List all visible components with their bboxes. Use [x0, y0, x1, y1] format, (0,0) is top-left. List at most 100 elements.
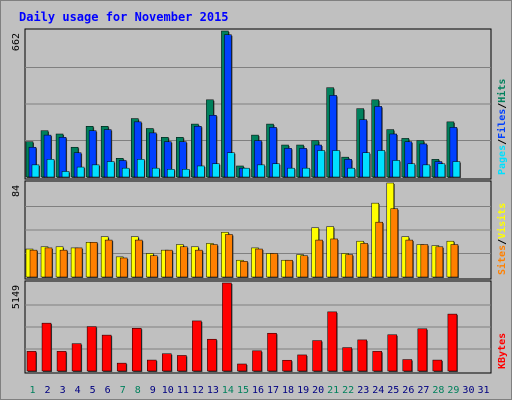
bar-pages-day-13: [212, 163, 220, 178]
bar-files-day-3: [58, 137, 67, 178]
x-tick-label-11: 11: [177, 385, 189, 396]
x-tick-label-2: 2: [45, 385, 51, 396]
bar-kbytes-day-29: [447, 313, 458, 372]
bar-sites-day-26: [405, 239, 414, 278]
bar-kbytes-day-10: [162, 353, 172, 372]
bar-sites-day-10: [165, 249, 173, 278]
x-tick-label-24: 24: [372, 385, 384, 396]
legend-entry-sites: Sites: [496, 245, 508, 275]
bar-pages-day-16: [257, 164, 265, 178]
x-tick-label-21: 21: [327, 385, 339, 396]
bar-pages-day-17: [272, 163, 280, 178]
bar-kbytes-day-19: [297, 354, 307, 372]
x-tick-label-14: 14: [222, 385, 234, 396]
bar-kbytes-day-6: [101, 334, 112, 372]
bar-sites-day-3: [59, 249, 68, 278]
bar-sites-day-28: [435, 246, 444, 278]
legend-entry-hits: Hits: [496, 79, 508, 103]
bar-kbytes-day-24: [372, 351, 382, 372]
bar-pages-day-19: [302, 167, 310, 178]
bar-pages-day-21: [332, 150, 340, 178]
bar-kbytes-day-2: [41, 322, 52, 372]
bar-kbytes-day-9: [147, 359, 157, 372]
bar-pages-day-1: [31, 164, 40, 178]
bar-sites-day-29: [450, 244, 459, 278]
bar-sites-day-2: [44, 247, 53, 278]
bar-pages-day-27: [422, 164, 431, 178]
bar-kbytes-day-1: [26, 351, 37, 372]
bar-kbytes-day-12: [192, 320, 202, 372]
bar-kbytes-day-13: [207, 338, 217, 372]
legend: Sites/Visits: [496, 203, 508, 275]
y-max-label: 5149: [11, 285, 22, 309]
bar-pages-day-6: [106, 161, 115, 178]
bar-sites-day-23: [360, 243, 368, 278]
legend: KBytes: [497, 333, 508, 369]
bar-pages-day-11: [182, 169, 190, 178]
x-tick-label-23: 23: [357, 385, 369, 396]
bar-sites-day-13: [210, 244, 218, 278]
bar-pages-day-3: [61, 171, 70, 178]
chart-title: Daily usage for November 2015: [19, 10, 229, 24]
bar-kbytes-day-8: [131, 328, 142, 372]
bar-kbytes-day-21: [327, 311, 337, 372]
x-tick-label-6: 6: [105, 385, 111, 396]
bar-kbytes-day-26: [402, 359, 413, 372]
x-tick-label-28: 28: [432, 385, 444, 396]
bar-sites-day-20: [315, 239, 323, 278]
bar-pages-day-24: [377, 150, 385, 178]
bar-sites-day-19: [300, 255, 308, 278]
bar-pages-day-7: [121, 167, 130, 178]
bar-sites-day-4: [74, 247, 83, 278]
bar-sites-day-27: [420, 244, 429, 278]
legend-entry-pages: Pages: [497, 145, 508, 175]
x-tick-label-4: 4: [75, 385, 81, 396]
legend-entry-files: Files: [496, 109, 508, 139]
bar-sites-day-9: [150, 255, 158, 278]
legend-entry-visits: Visits: [496, 203, 508, 239]
panel-visits-sites: 84 Sites/Visits: [11, 180, 508, 280]
bar-pages-day-9: [152, 167, 160, 178]
x-tick-label-9: 9: [150, 385, 156, 396]
x-tick-label-8: 8: [135, 385, 141, 396]
bar-kbytes-day-23: [357, 339, 367, 372]
legend-separator: /: [497, 139, 508, 145]
bar-kbytes-day-3: [56, 351, 67, 372]
legend-separator: /: [497, 103, 508, 109]
bar-kbytes-day-5: [86, 326, 97, 372]
bar-pages-day-2: [46, 159, 55, 178]
bar-pages-day-28: [437, 163, 446, 178]
bar-pages-day-25: [392, 160, 401, 178]
panel-kbytes: 5149 KBytes: [11, 280, 508, 374]
bar-pages-day-18: [287, 167, 295, 178]
x-tick-label-18: 18: [282, 385, 294, 396]
bar-pages-day-22: [347, 167, 355, 178]
x-tick-label-29: 29: [447, 385, 459, 396]
bar-pages-day-10: [167, 169, 175, 178]
bar-pages-day-29: [452, 161, 461, 178]
bar-sites-day-6: [104, 239, 113, 278]
y-max-label: 84: [11, 185, 22, 197]
bar-sites-day-14: [225, 234, 233, 278]
bar-kbytes-day-15: [237, 363, 247, 372]
bar-sites-day-12: [195, 249, 203, 278]
x-tick-label-13: 13: [207, 385, 219, 396]
bar-pages-day-12: [197, 165, 205, 178]
bar-sites-day-21: [330, 238, 338, 278]
x-tick-label-19: 19: [297, 385, 309, 396]
bar-kbytes-day-22: [342, 347, 352, 372]
x-tick-label-31: 31: [477, 385, 489, 396]
bar-kbytes-day-25: [387, 334, 398, 372]
bar-kbytes-day-7: [116, 362, 127, 372]
bar-sites-day-7: [119, 257, 128, 278]
x-tick-label-1: 1: [30, 385, 36, 396]
bar-kbytes-day-20: [312, 340, 322, 372]
x-tick-label-25: 25: [387, 385, 399, 396]
x-tick-label-16: 16: [252, 385, 264, 396]
legend-separator: /: [497, 239, 508, 245]
bar-sites-day-18: [285, 259, 293, 278]
bar-kbytes-day-14: [222, 282, 232, 372]
